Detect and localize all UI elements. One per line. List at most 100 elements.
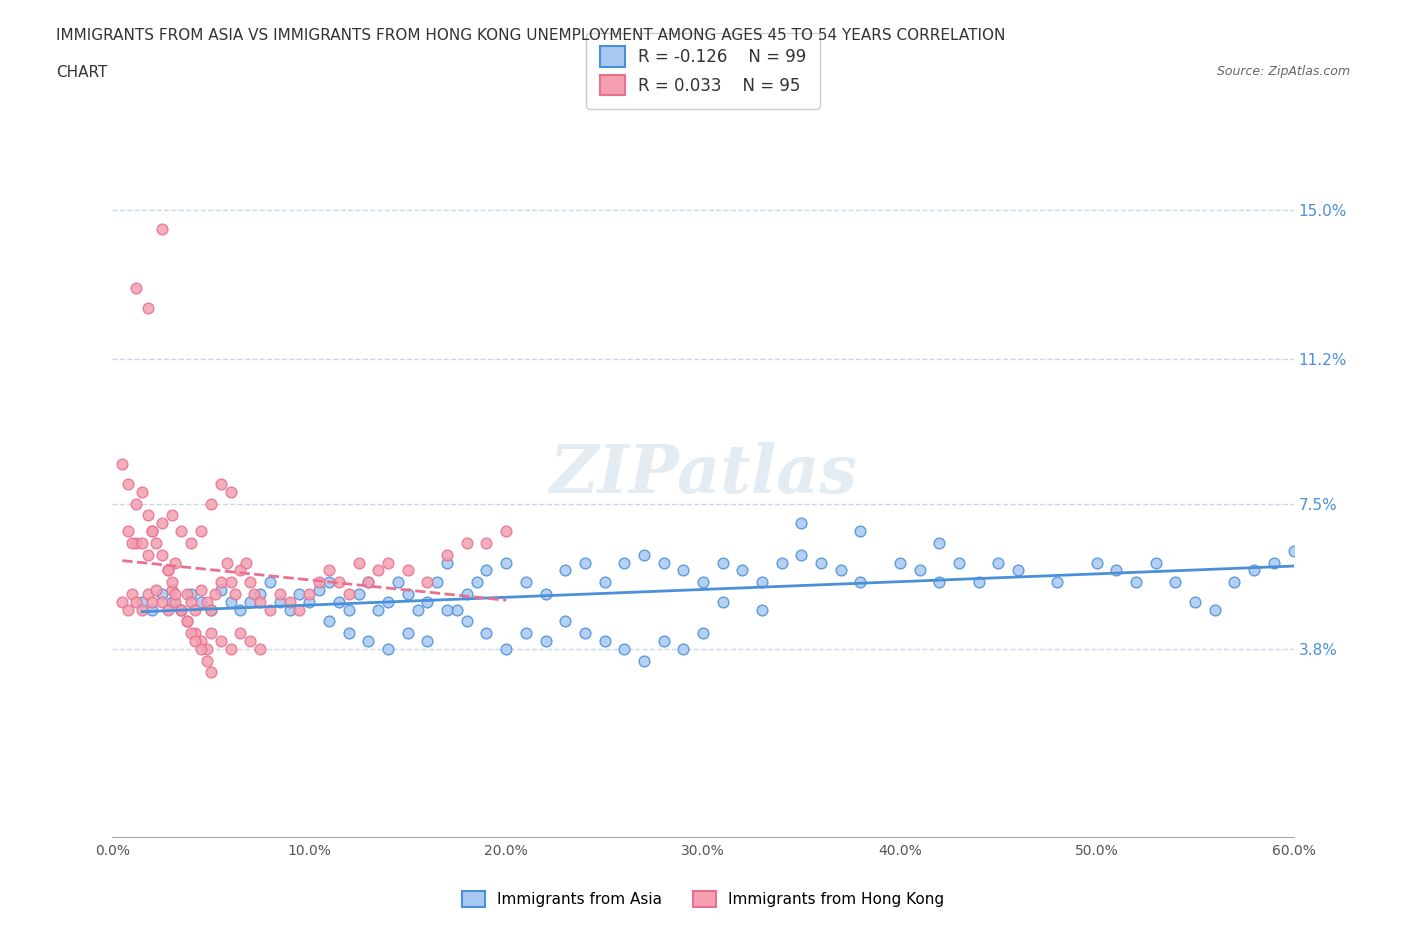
Point bbox=[278, 594, 301, 609]
Point bbox=[200, 497, 222, 512]
Point bbox=[613, 642, 636, 657]
Point bbox=[190, 633, 212, 648]
Text: ZIPatlas: ZIPatlas bbox=[550, 442, 856, 507]
Point bbox=[156, 563, 179, 578]
Point bbox=[337, 587, 360, 602]
Point bbox=[328, 575, 350, 590]
Point bbox=[574, 555, 596, 570]
Point bbox=[209, 582, 232, 597]
Point bbox=[436, 547, 458, 562]
Point bbox=[121, 536, 143, 551]
Point bbox=[465, 575, 488, 590]
Point bbox=[239, 575, 262, 590]
Point bbox=[200, 665, 222, 680]
Point bbox=[396, 587, 419, 602]
Point bbox=[377, 642, 399, 657]
Point bbox=[1046, 575, 1069, 590]
Point bbox=[633, 653, 655, 668]
Point bbox=[200, 602, 222, 617]
Point bbox=[495, 524, 517, 538]
Point bbox=[456, 536, 478, 551]
Point bbox=[987, 555, 1010, 570]
Point bbox=[150, 221, 173, 236]
Point bbox=[475, 626, 498, 641]
Point bbox=[534, 587, 557, 602]
Point bbox=[170, 602, 193, 617]
Point bbox=[170, 524, 193, 538]
Point bbox=[406, 602, 429, 617]
Point bbox=[150, 587, 173, 602]
Point bbox=[184, 626, 207, 641]
Point bbox=[165, 594, 187, 609]
Point bbox=[1125, 575, 1147, 590]
Point bbox=[259, 575, 281, 590]
Point bbox=[770, 555, 793, 570]
Point bbox=[377, 594, 399, 609]
Point bbox=[495, 555, 517, 570]
Point bbox=[928, 575, 950, 590]
Point bbox=[219, 485, 242, 499]
Point bbox=[515, 626, 537, 641]
Point bbox=[239, 633, 262, 648]
Point bbox=[1282, 543, 1305, 558]
Point bbox=[593, 575, 616, 590]
Point bbox=[357, 575, 380, 590]
Point bbox=[1085, 555, 1108, 570]
Point bbox=[288, 587, 311, 602]
Point bbox=[515, 575, 537, 590]
Point bbox=[377, 555, 399, 570]
Point bbox=[731, 563, 754, 578]
Point bbox=[224, 587, 246, 602]
Point bbox=[117, 524, 139, 538]
Point bbox=[229, 602, 252, 617]
Point bbox=[145, 582, 167, 597]
Legend: R = -0.126    N = 99, R = 0.033    N = 95: R = -0.126 N = 99, R = 0.033 N = 95 bbox=[586, 33, 820, 109]
Point bbox=[416, 594, 439, 609]
Point bbox=[790, 547, 813, 562]
Point bbox=[849, 524, 872, 538]
Point bbox=[692, 575, 714, 590]
Point bbox=[190, 524, 212, 538]
Point bbox=[190, 594, 212, 609]
Point bbox=[200, 602, 222, 617]
Point bbox=[288, 602, 311, 617]
Point bbox=[209, 575, 232, 590]
Point bbox=[141, 524, 163, 538]
Point bbox=[928, 536, 950, 551]
Point bbox=[357, 633, 380, 648]
Point bbox=[131, 485, 153, 499]
Point bbox=[278, 602, 301, 617]
Point bbox=[176, 614, 198, 629]
Point bbox=[298, 594, 321, 609]
Point bbox=[416, 633, 439, 648]
Point bbox=[190, 642, 212, 657]
Point bbox=[751, 575, 773, 590]
Point bbox=[711, 594, 734, 609]
Point bbox=[908, 563, 931, 578]
Point bbox=[416, 575, 439, 590]
Point bbox=[751, 602, 773, 617]
Point bbox=[1007, 563, 1029, 578]
Point bbox=[136, 547, 159, 562]
Point bbox=[145, 536, 167, 551]
Point bbox=[652, 555, 675, 570]
Point bbox=[219, 575, 242, 590]
Point bbox=[1263, 555, 1285, 570]
Point bbox=[613, 555, 636, 570]
Point bbox=[357, 575, 380, 590]
Point bbox=[367, 563, 389, 578]
Point bbox=[456, 587, 478, 602]
Point bbox=[204, 587, 226, 602]
Point bbox=[426, 575, 449, 590]
Point bbox=[209, 477, 232, 492]
Point bbox=[269, 594, 291, 609]
Point bbox=[337, 602, 360, 617]
Point bbox=[209, 633, 232, 648]
Point bbox=[229, 563, 252, 578]
Point bbox=[810, 555, 832, 570]
Point bbox=[195, 642, 218, 657]
Point bbox=[184, 602, 207, 617]
Point bbox=[180, 587, 202, 602]
Point bbox=[554, 563, 576, 578]
Point bbox=[160, 594, 183, 609]
